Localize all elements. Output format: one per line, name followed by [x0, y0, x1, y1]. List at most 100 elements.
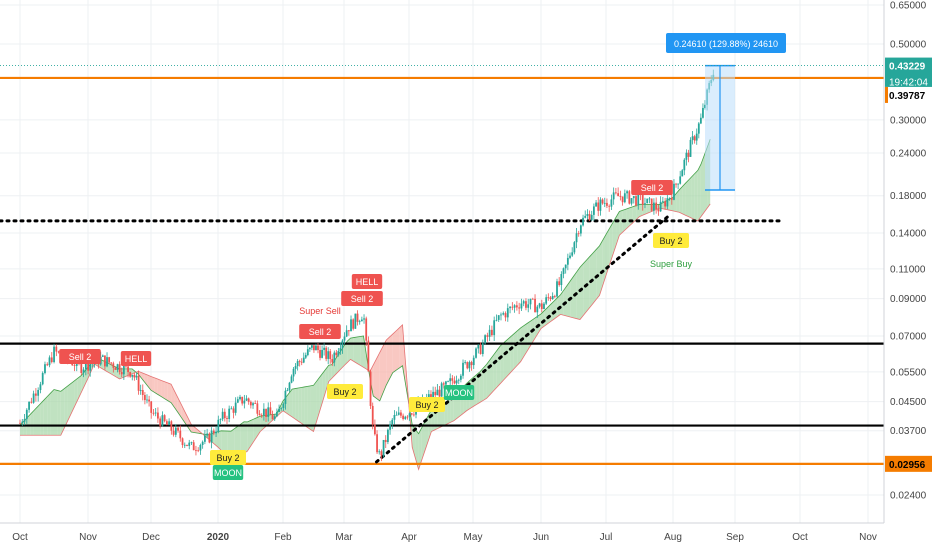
candle-body: [133, 374, 136, 378]
y-tick-label: 0.50000: [890, 39, 927, 50]
candle-body: [455, 380, 458, 384]
candle-body: [378, 451, 381, 453]
cloud-segment: [298, 387, 302, 424]
cloud-segment: [154, 377, 158, 395]
candle-body: [345, 330, 348, 337]
candle-body: [226, 418, 228, 420]
candle-body: [190, 442, 193, 444]
current-price-tag: 0.43229: [889, 62, 926, 73]
candle-body: [308, 347, 311, 350]
cloud-segment: [237, 424, 241, 457]
candle-body: [256, 403, 259, 414]
candle-body: [360, 319, 363, 322]
candle-body: [410, 413, 413, 415]
candle-body: [159, 418, 162, 426]
candle-body: [116, 364, 119, 370]
candle-body: [564, 264, 567, 269]
candle-body: [129, 372, 132, 377]
candle-body: [221, 411, 224, 420]
candle-body: [114, 367, 117, 370]
candle-body: [466, 362, 469, 369]
candle-body: [331, 359, 334, 363]
cloud-segment: [599, 240, 603, 296]
resistance-tag-bg: [885, 86, 932, 103]
signal-badge-buy: [210, 450, 246, 465]
candle-body: [32, 393, 35, 403]
cloud-segment: [386, 337, 390, 386]
candle-body: [120, 372, 123, 375]
candle-body: [139, 390, 142, 391]
candle-body: [367, 340, 370, 372]
candle-body: [254, 403, 257, 405]
candle-body: [601, 199, 604, 204]
signal-label-buy: Buy 2: [333, 387, 356, 397]
cloud-segment: [161, 380, 165, 399]
candle-body: [393, 415, 396, 420]
candle-body: [152, 412, 155, 414]
candle-body: [143, 395, 146, 401]
candle-body: [653, 202, 655, 211]
candle-body: [619, 196, 622, 197]
candle-body: [434, 391, 437, 396]
candle-body: [53, 346, 55, 363]
candle-body: [681, 170, 684, 177]
candle-body: [677, 183, 680, 185]
signal-badge-sell: [299, 324, 341, 339]
candle-body: [432, 391, 435, 399]
cloud-segment: [513, 330, 518, 370]
candle-body: [400, 412, 402, 416]
cloud-segment: [244, 421, 248, 454]
candle-body: [451, 378, 454, 381]
cloud-segment: [563, 285, 567, 317]
candle-body: [148, 399, 150, 402]
candle-body: [592, 206, 595, 215]
candle-body: [154, 412, 157, 414]
cloud-segment: [560, 290, 564, 316]
cloud-segment: [425, 415, 429, 451]
signal-label-moon: MOON: [214, 468, 242, 478]
candle-body: [262, 408, 265, 416]
cloud-segment: [418, 427, 422, 470]
candle-body: [356, 313, 359, 322]
signal-badge-moon: [443, 385, 475, 400]
cloud-segment: [164, 381, 168, 401]
candle-body: [520, 303, 523, 309]
horizontal-levels: [0, 76, 884, 465]
candle-body: [612, 192, 615, 200]
signal-label-hell: HELL: [356, 277, 379, 287]
candle-body: [203, 435, 206, 442]
candle-body: [408, 413, 411, 417]
candle-body: [122, 365, 125, 375]
candle-body: [369, 371, 372, 406]
current-price-tag-bg: [885, 57, 932, 90]
cloud-segment: [286, 393, 290, 415]
candle-body: [657, 209, 660, 212]
signal-badge-buy: [653, 233, 689, 248]
candle-body: [459, 375, 462, 380]
trend-line-dotted: [375, 213, 672, 464]
candle-body: [628, 191, 631, 204]
cloud-segment: [676, 189, 680, 213]
candle-body: [547, 297, 550, 299]
cloud-segment: [421, 421, 425, 460]
candle-body: [655, 202, 658, 210]
candle-body: [497, 315, 500, 320]
candle-body: [286, 390, 289, 391]
candle-body: [30, 401, 33, 403]
countdown-label: 19:42:04: [889, 78, 928, 89]
y-tick-label: 0.07000: [890, 332, 927, 343]
candle-body: [538, 303, 541, 307]
x-tick-label: Sep: [726, 532, 744, 543]
candle-body: [327, 351, 330, 359]
cloud-segment: [517, 327, 521, 366]
cloud-segment: [507, 336, 511, 377]
resistance-tag: 0.39787: [889, 91, 926, 102]
candle-body: [560, 274, 563, 285]
resistance-tag-mark: [885, 86, 888, 103]
candle-body: [491, 329, 493, 336]
candle-body: [37, 389, 40, 396]
y-tick-label: 0.14000: [890, 229, 927, 240]
cloud-segment: [138, 371, 142, 379]
y-tick-label: 0.05500: [890, 367, 927, 378]
